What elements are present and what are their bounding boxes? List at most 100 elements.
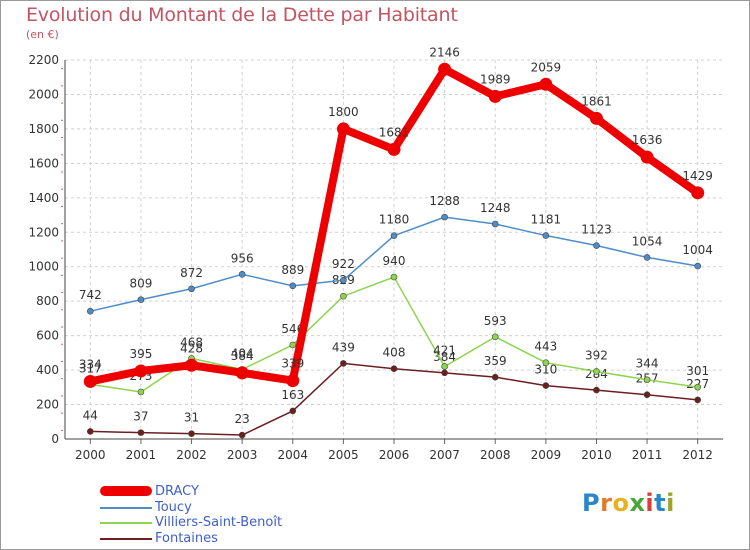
- data-point-toucy: [694, 262, 701, 270]
- data-label-villiers-saint-beno-t: 404: [231, 346, 254, 360]
- data-label-villiers-saint-beno-t: 593: [484, 314, 507, 328]
- data-label-toucy: 1004: [682, 243, 713, 257]
- y-tick-label: 1400: [28, 191, 59, 205]
- legend-swatch-fontaines: [100, 537, 152, 540]
- data-point-toucy: [390, 232, 398, 240]
- data-label-dracy: 1429: [682, 169, 713, 183]
- chart-title: Evolution du Montant de la Dette par Hab…: [26, 4, 458, 26]
- legend-label-fontaines: Fontaines: [155, 530, 218, 546]
- data-point-toucy: [542, 232, 550, 239]
- data-label-fontaines: 31: [184, 411, 199, 425]
- data-label-toucy: 1181: [531, 213, 562, 227]
- legend-swatch-dracy: [100, 486, 152, 496]
- data-label-toucy: 922: [332, 257, 355, 271]
- logo-letter: i: [645, 489, 655, 517]
- proxiti-logo: Proxiti: [582, 489, 675, 517]
- data-label-villiers-saint-beno-t: 317: [79, 361, 102, 375]
- data-label-villiers-saint-beno-t: 421: [433, 343, 456, 357]
- y-tick-label: 0: [51, 432, 59, 446]
- data-point-toucy: [643, 254, 651, 261]
- data-point-villiers-saint-beno-t: [137, 388, 145, 396]
- data-point-fontaines: [694, 396, 701, 404]
- x-tick-label: 2012: [682, 448, 713, 462]
- x-tick-label: 2006: [379, 448, 410, 462]
- x-tick-label: 2001: [126, 448, 157, 462]
- y-tick-label: 1600: [28, 156, 59, 170]
- y-tick-label: 1800: [28, 122, 59, 136]
- data-point-dracy: [286, 374, 300, 388]
- data-point-fontaines: [340, 360, 347, 367]
- data-label-dracy: 1636: [632, 133, 663, 147]
- logo-letter: i: [666, 489, 675, 517]
- data-label-toucy: 1288: [429, 194, 460, 208]
- x-tick-label: 2010: [581, 448, 612, 462]
- y-tick-label: 400: [36, 363, 59, 377]
- data-label-villiers-saint-beno-t: 344: [636, 357, 659, 371]
- data-label-villiers-saint-beno-t: 392: [585, 348, 608, 362]
- data-label-toucy: 809: [129, 277, 152, 291]
- data-label-dracy: 334: [79, 357, 102, 371]
- data-point-dracy: [488, 89, 502, 103]
- data-point-toucy: [137, 296, 145, 303]
- y-tick-label: 2200: [28, 53, 59, 67]
- y-tick-label: 600: [36, 329, 59, 343]
- data-point-villiers-saint-beno-t: [542, 359, 550, 366]
- x-tick-label: 2005: [328, 448, 359, 462]
- data-label-fontaines: 44: [83, 408, 98, 422]
- data-label-villiers-saint-beno-t: 940: [383, 254, 406, 268]
- data-label-dracy: 2146: [429, 45, 460, 59]
- data-point-villiers-saint-beno-t: [340, 292, 347, 300]
- x-tick-label: 2009: [531, 448, 562, 462]
- data-label-fontaines: 163: [281, 388, 304, 402]
- logo-letter: o: [612, 489, 630, 517]
- data-point-dracy: [336, 122, 350, 136]
- y-tick-label: 200: [36, 398, 59, 412]
- logo-letter: t: [654, 489, 667, 517]
- data-point-toucy: [593, 242, 600, 249]
- data-point-toucy: [238, 271, 246, 278]
- y-tick-label: 1000: [28, 260, 59, 274]
- data-point-dracy: [387, 142, 401, 156]
- data-point-villiers-saint-beno-t: [441, 363, 448, 370]
- data-label-toucy: 889: [281, 263, 304, 277]
- data-label-toucy: 1123: [581, 223, 612, 237]
- legend-swatch-villiers: [100, 522, 152, 524]
- data-point-toucy: [340, 276, 347, 284]
- data-point-toucy: [491, 220, 499, 228]
- data-point-dracy: [539, 77, 553, 91]
- data-point-villiers-saint-beno-t: [593, 368, 600, 375]
- data-point-fontaines: [441, 369, 448, 377]
- data-point-dracy: [235, 366, 249, 380]
- data-label-toucy: 1248: [480, 201, 511, 215]
- data-point-fontaines: [238, 431, 246, 439]
- y-tick-label: 800: [36, 294, 59, 308]
- data-point-toucy: [289, 282, 297, 290]
- data-point-toucy: [87, 307, 94, 315]
- data-point-toucy: [188, 285, 195, 293]
- data-label-dracy: 395: [129, 347, 152, 361]
- data-point-villiers-saint-beno-t: [491, 333, 499, 341]
- data-label-toucy: 742: [79, 288, 102, 302]
- x-tick-label: 2011: [632, 448, 663, 462]
- data-point-fontaines: [491, 373, 499, 381]
- data-point-fontaines: [390, 365, 398, 373]
- data-label-fontaines: 23: [235, 412, 250, 426]
- data-label-toucy: 872: [180, 266, 203, 280]
- data-label-fontaines: 408: [383, 346, 406, 360]
- data-point-dracy: [134, 364, 148, 378]
- data-point-villiers-saint-beno-t: [643, 376, 651, 384]
- data-point-fontaines: [593, 386, 600, 394]
- data-label-dracy: 384: [231, 349, 254, 363]
- chart-subtitle: (en €): [26, 28, 59, 41]
- data-point-dracy: [691, 186, 705, 200]
- data-label-villiers-saint-beno-t: 301: [686, 364, 709, 378]
- data-label-fontaines: 37: [133, 410, 148, 424]
- data-point-fontaines: [87, 428, 94, 435]
- data-label-fontaines: 359: [484, 354, 507, 368]
- x-tick-label: 2002: [176, 448, 207, 462]
- logo-letter: r: [600, 489, 613, 517]
- data-point-dracy: [185, 358, 199, 372]
- data-label-fontaines: 439: [332, 340, 355, 354]
- data-point-fontaines: [542, 382, 550, 389]
